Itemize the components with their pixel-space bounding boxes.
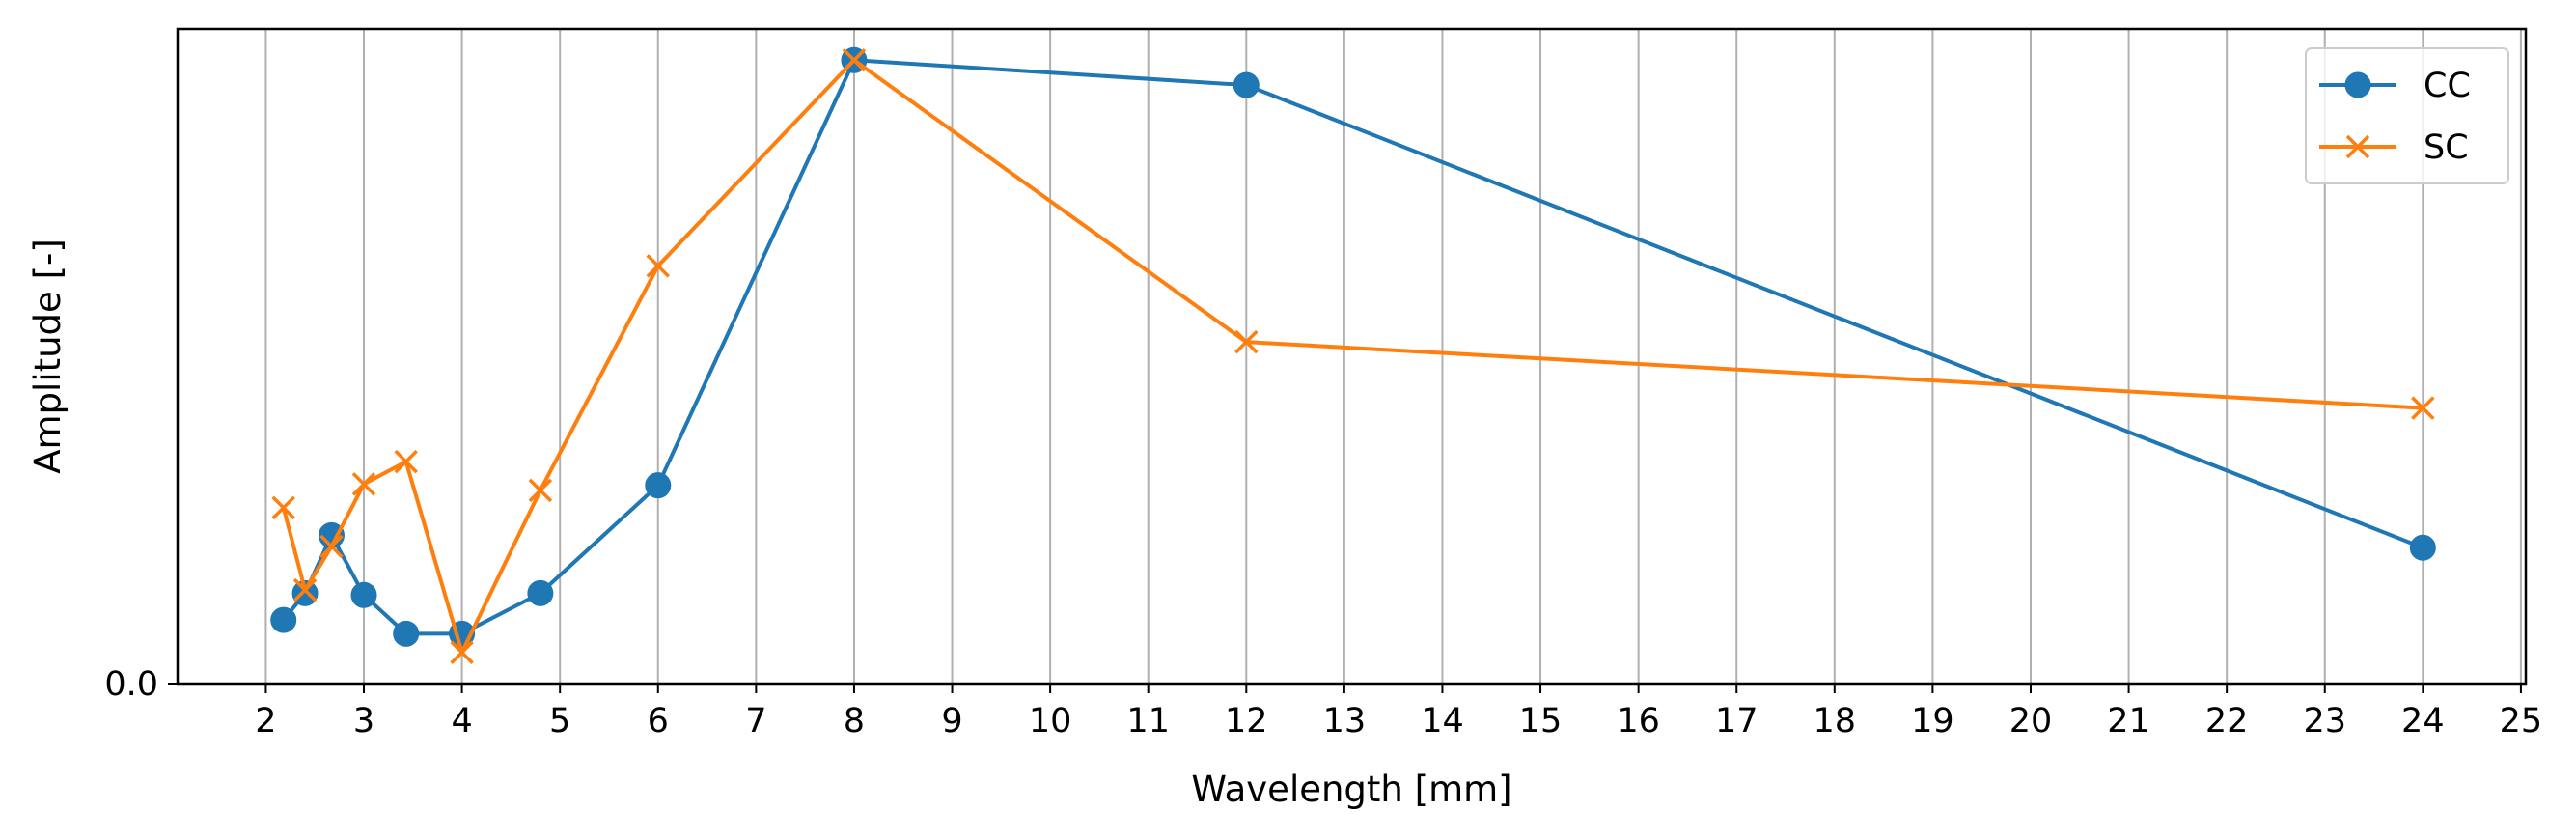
x-tick-label: 3 xyxy=(353,702,374,741)
series-sc-point xyxy=(2411,396,2435,420)
series-sc-point xyxy=(394,449,418,474)
x-axis-label: Wavelength [mm] xyxy=(1191,769,1511,810)
series-cc-point xyxy=(1233,71,1260,98)
series-cc-point xyxy=(270,606,297,633)
x-tick-label: 11 xyxy=(1126,702,1170,741)
legend-marker-sc xyxy=(2345,134,2370,159)
series-sc-point xyxy=(351,472,376,496)
plot-frame xyxy=(176,27,2528,686)
series-cc-point xyxy=(2409,534,2436,561)
x-tick-label: 24 xyxy=(2401,702,2445,741)
x-marker-stroke xyxy=(450,640,474,664)
x-tick-label: 15 xyxy=(1519,702,1563,741)
series-cc-point xyxy=(291,579,319,606)
y-tick-label: 0.0 xyxy=(104,665,158,704)
series-sc-point xyxy=(292,577,318,602)
legend-item-sc: SC xyxy=(2319,128,2469,167)
series-cc-point xyxy=(645,472,672,499)
legend-label-sc: SC xyxy=(2424,128,2469,167)
x-tick-label: 20 xyxy=(2009,702,2053,741)
x-tick-label: 16 xyxy=(1617,702,1660,741)
x-tick-label: 8 xyxy=(844,702,865,741)
x-marker-stroke xyxy=(1234,329,1259,354)
x-tick-label: 7 xyxy=(745,702,766,741)
y-axis-label: Amplitude [-] xyxy=(27,238,69,474)
series-sc-point xyxy=(528,478,553,503)
x-tick-label: 18 xyxy=(1814,702,1857,741)
x-tick-label: 17 xyxy=(1715,702,1759,741)
x-marker-stroke xyxy=(319,534,344,559)
x-tick-label: 19 xyxy=(1911,702,1954,741)
x-marker-stroke xyxy=(271,495,295,520)
series-cc-point xyxy=(350,581,377,608)
x-tick-label: 2 xyxy=(255,702,276,741)
series-sc-point xyxy=(842,48,867,72)
x-marker-stroke xyxy=(646,254,671,278)
series-sc-point xyxy=(271,495,295,520)
legend-box xyxy=(2305,47,2509,184)
series-sc-point xyxy=(646,254,671,278)
x-tick-label: 9 xyxy=(941,702,962,741)
legend-item-cc: CC xyxy=(2319,67,2471,105)
x-marker-stroke xyxy=(292,577,318,602)
series-sc xyxy=(271,48,2435,664)
series-cc-point xyxy=(527,579,554,606)
x-marker-stroke xyxy=(2345,134,2370,159)
series-cc-point xyxy=(393,620,420,647)
series-sc-point xyxy=(450,640,474,664)
x-tick-label: 25 xyxy=(2500,702,2543,741)
x-marker-stroke xyxy=(351,472,376,496)
x-tick-label: 6 xyxy=(648,702,669,741)
x-tick-label: 5 xyxy=(549,702,570,741)
legend: CC SC xyxy=(2305,47,2509,184)
series-layer xyxy=(270,46,2436,664)
x-tick-label: 14 xyxy=(1421,702,1464,741)
x-tick-label: 22 xyxy=(2205,702,2249,741)
x-tick-label: 4 xyxy=(451,702,472,741)
x-marker-stroke xyxy=(2411,396,2435,420)
x-marker-stroke xyxy=(528,478,553,503)
x-marker-stroke xyxy=(842,48,867,72)
axes: 2 3 4 5 6 7 8 9 10 11 12 13 14 15 16 17 18 19 20 21 22 23 24 25… xyxy=(104,665,2542,741)
series-sc-point xyxy=(319,534,344,559)
x-tick-label: 10 xyxy=(1029,702,1072,741)
x-tick-label: 13 xyxy=(1323,702,1367,741)
x-tick-label: 21 xyxy=(2107,702,2150,741)
legend-label-cc: CC xyxy=(2424,67,2471,105)
legend-marker-cc xyxy=(2344,71,2371,98)
x-marker-stroke xyxy=(394,449,418,474)
series-sc-point xyxy=(1234,329,1259,354)
x-tick-label: 23 xyxy=(2303,702,2346,741)
x-tick-label: 12 xyxy=(1225,702,1268,741)
